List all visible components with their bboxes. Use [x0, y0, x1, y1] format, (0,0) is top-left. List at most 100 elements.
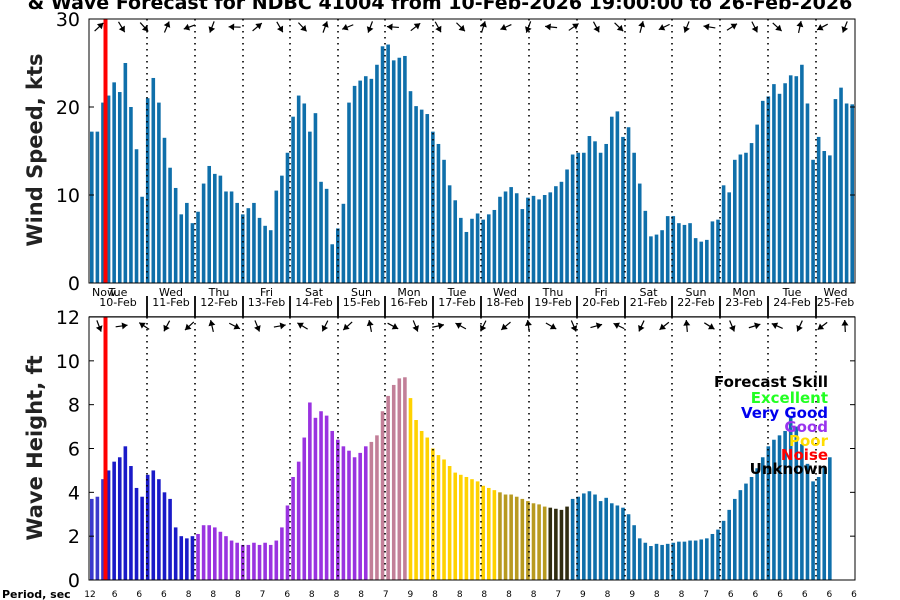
- y-tick-label: 10: [56, 185, 80, 207]
- wind-direction-arrow: [525, 21, 532, 33]
- day-name-label: Sat: [639, 286, 658, 299]
- wind-bar: [369, 78, 374, 283]
- wave-direction-arrow: [163, 320, 171, 332]
- wind-speed-chart: 0102030NowTue10-FebWed11-FebThu12-FebFri…: [56, 9, 856, 318]
- wind-bar: [442, 159, 446, 283]
- wave-direction-arrow: [321, 320, 329, 332]
- wind-bar: [833, 99, 838, 283]
- wave-bar: [319, 411, 323, 580]
- wind-bar: [649, 236, 653, 283]
- wind-bar: [514, 193, 519, 283]
- wind-bar: [235, 202, 239, 283]
- wave-bar: [464, 476, 469, 580]
- wave-bar: [593, 494, 597, 580]
- wave-bar: [475, 481, 480, 581]
- wave-bar: [459, 474, 463, 580]
- wind-bar: [397, 57, 402, 283]
- wind-bar: [246, 208, 251, 283]
- wave-bar: [498, 492, 502, 580]
- wave-bar: [168, 498, 172, 580]
- day-date-label: 23-Feb: [725, 296, 762, 309]
- wave-bar: [274, 540, 279, 580]
- wave-bar: [671, 542, 676, 580]
- wave-direction-arrow: [432, 322, 445, 330]
- wave-bar: [716, 529, 720, 580]
- wind-bar: [788, 75, 793, 283]
- wave-bar: [224, 536, 228, 580]
- period-tick-label: 8: [605, 590, 611, 600]
- wind-bar: [162, 137, 167, 283]
- wind-bar: [352, 85, 357, 283]
- wind-bar: [665, 216, 670, 283]
- wind-direction-arrow: [480, 21, 487, 33]
- wave-direction-arrow: [115, 322, 128, 330]
- wave-bar: [537, 504, 541, 580]
- wave-bar: [788, 417, 793, 580]
- wind-bar: [732, 159, 737, 283]
- wave-direction-arrow: [412, 320, 419, 332]
- wind-bar: [341, 203, 346, 283]
- wave-bar: [90, 498, 94, 580]
- wind-bar: [671, 216, 676, 283]
- wind-bar: [811, 159, 815, 283]
- wind-direction-arrow: [341, 23, 354, 31]
- period-tick-label: 6: [112, 590, 118, 600]
- wave-bar: [397, 378, 402, 580]
- wind-bar: [319, 181, 323, 283]
- day-name-label: Fri: [260, 286, 273, 299]
- wave-direction-arrow: [297, 322, 308, 330]
- wind-bar: [794, 76, 799, 283]
- period-tick-label: 6: [802, 590, 808, 600]
- wind-bar: [805, 103, 810, 283]
- wind-bar: [363, 76, 368, 283]
- wave-direction-arrow: [545, 322, 557, 330]
- wave-bar: [123, 446, 128, 580]
- wind-direction-arrow: [139, 22, 149, 32]
- wind-direction-arrow: [252, 22, 263, 32]
- wind-direction-arrow: [592, 21, 600, 33]
- wind-bar: [503, 191, 508, 283]
- wind-bar: [291, 116, 295, 284]
- day-name-label: Tue: [108, 286, 128, 299]
- wind-direction-arrow: [117, 21, 126, 33]
- wind-bar: [816, 136, 821, 283]
- wave-bar: [363, 446, 368, 580]
- wind-bar: [727, 192, 731, 283]
- wind-bar: [570, 154, 575, 283]
- wave-direction-arrow: [524, 319, 532, 333]
- period-tick-label: 8: [432, 590, 438, 600]
- wind-bar: [744, 152, 748, 283]
- wave-bar: [710, 533, 715, 581]
- wind-bar: [240, 214, 245, 283]
- wave-bar: [425, 437, 430, 580]
- wave-bar: [101, 479, 105, 580]
- wave-bar: [375, 435, 379, 580]
- wave-bar: [766, 446, 771, 580]
- period-tick-label: 6: [827, 590, 833, 600]
- wave-bar: [598, 501, 603, 580]
- wind-direction-arrow: [276, 21, 284, 33]
- wind-bar: [185, 202, 189, 283]
- period-tick-label: 8: [457, 590, 463, 600]
- wind-bar: [464, 231, 469, 283]
- wind-bar: [738, 154, 743, 283]
- day-date-label: 15-Feb: [343, 296, 380, 309]
- wave-bar: [419, 430, 424, 580]
- wave-bar: [386, 395, 390, 580]
- period-tick-label: 8: [186, 590, 192, 600]
- wave-bar: [196, 533, 200, 581]
- wind-bar: [710, 221, 715, 283]
- wind-bar: [207, 165, 212, 283]
- wind-bar: [414, 106, 418, 284]
- legend-very-good: Very Good: [741, 404, 828, 422]
- y-tick-label: 30: [56, 9, 80, 31]
- wind-direction-arrow: [796, 21, 804, 33]
- wind-direction-arrow: [614, 22, 624, 32]
- wind-direction-arrow: [500, 24, 512, 31]
- period-tick-label: 9: [629, 590, 635, 600]
- day-date-label: 16-Feb: [390, 296, 427, 309]
- wind-bar: [844, 103, 849, 283]
- wave-bar: [609, 503, 614, 580]
- wind-bar: [693, 238, 698, 283]
- wind-bar: [637, 183, 642, 283]
